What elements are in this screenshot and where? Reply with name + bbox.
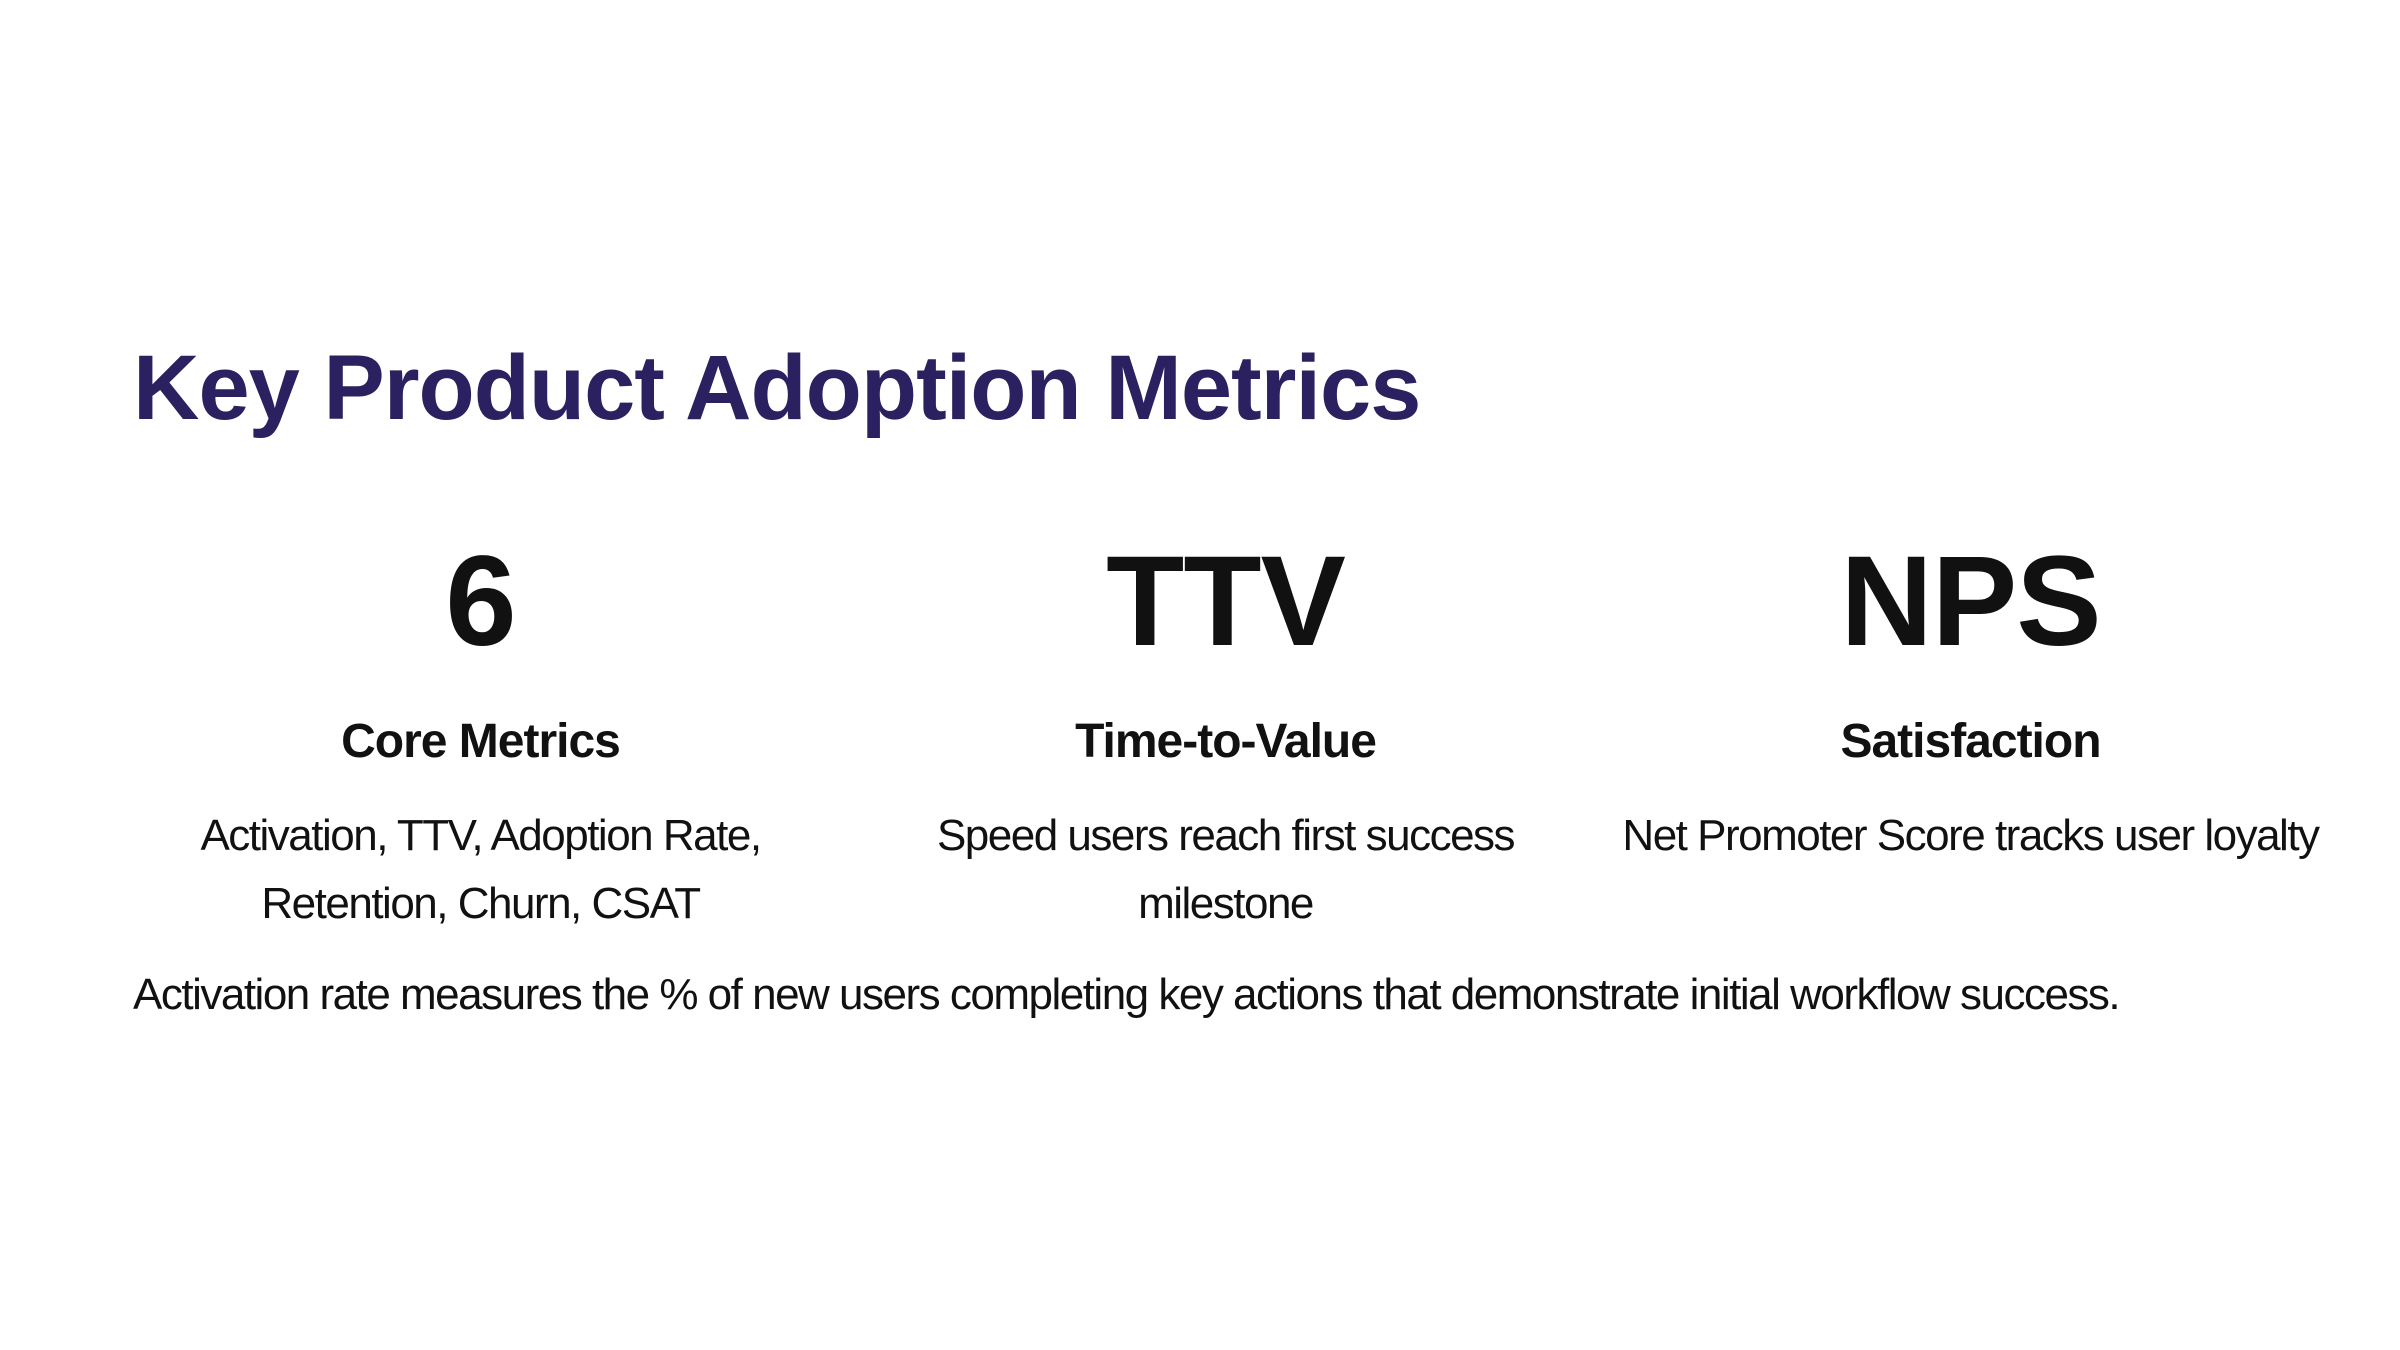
- metric-stat-value: TTV: [1106, 530, 1346, 673]
- metric-label: Time-to-Value: [1075, 715, 1377, 768]
- footnote-text: Activation rate measures the % of new us…: [133, 970, 2121, 1019]
- metric-column-time-to-value: TTV Time-to-Value Speed users reach firs…: [853, 538, 1598, 938]
- page-title: Key Product Adoption Metrics: [133, 337, 1421, 439]
- metrics-row: 6 Core Metrics Activation, TTV, Adoption…: [108, 538, 2343, 938]
- metric-stat-value: NPS: [1840, 530, 2101, 673]
- metric-label: Satisfaction: [1840, 715, 2101, 768]
- metric-stat-value: 6: [445, 530, 516, 673]
- metric-column-satisfaction: NPS Satisfaction Net Promoter Score trac…: [1598, 538, 2343, 938]
- metric-description: Speed users reach first success mileston…: [936, 811, 1516, 928]
- metric-description: Activation, TTV, Adoption Rate, Retentio…: [200, 811, 762, 928]
- metric-column-core-metrics: 6 Core Metrics Activation, TTV, Adoption…: [108, 538, 853, 938]
- metric-description: Net Promoter Score tracks user loyalty: [1622, 811, 2320, 860]
- metric-label: Core Metrics: [341, 715, 621, 768]
